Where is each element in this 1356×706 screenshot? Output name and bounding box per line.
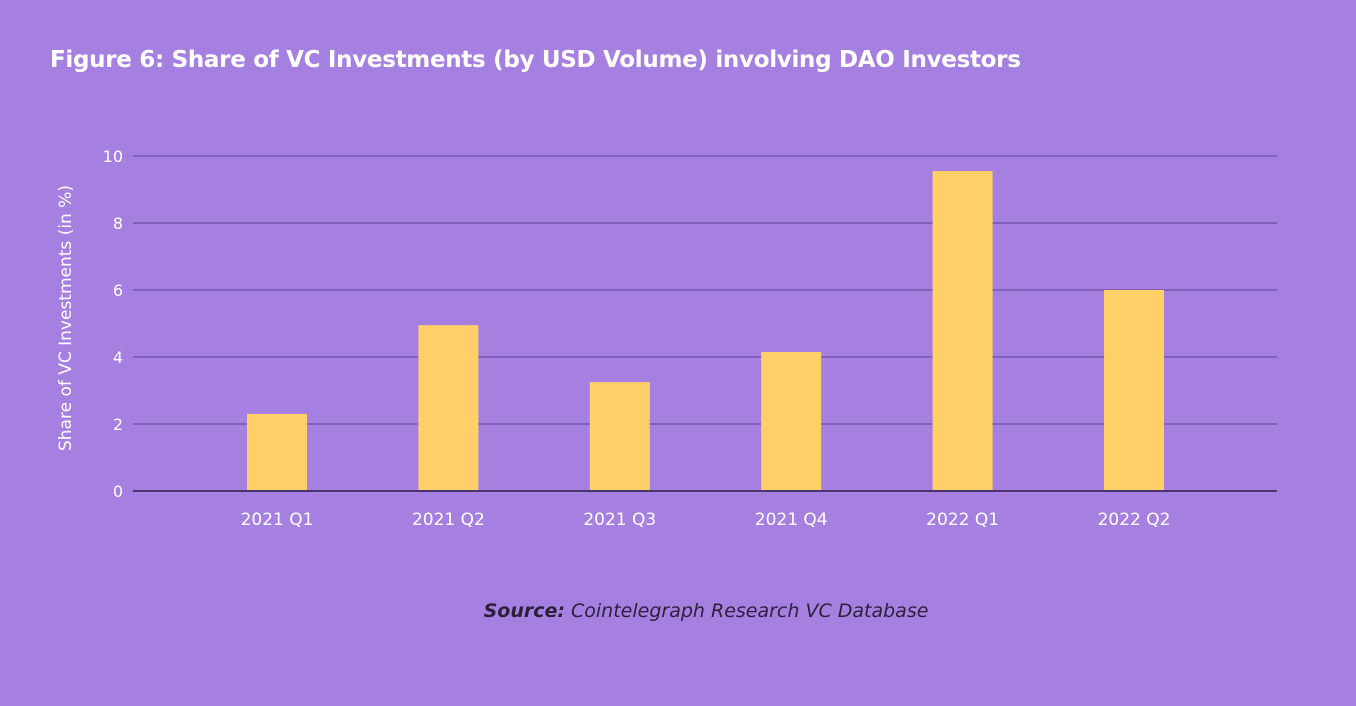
x-tick-label: 2021 Q4: [755, 510, 828, 530]
bar: [589, 382, 650, 491]
x-tick-label: 2021 Q3: [583, 510, 656, 530]
bar: [418, 325, 479, 491]
bar: [1104, 290, 1164, 491]
y-tick-label: 4: [113, 348, 123, 367]
source-label: Source:: [483, 600, 565, 622]
chart-title: Figure 6: Share of VC Investments (by US…: [50, 47, 1021, 73]
x-tick-label: 2021 Q2: [412, 510, 485, 530]
y-tick-label: 8: [113, 214, 123, 233]
x-tick-label: 2021 Q1: [241, 510, 314, 530]
y-axis-label: Share of VC Investments (in %): [56, 185, 76, 451]
bar: [247, 413, 307, 491]
y-tick-label: 6: [113, 281, 123, 300]
bar: [932, 171, 993, 491]
source-note: Source: Cointelegraph Research VC Databa…: [0, 600, 1356, 622]
bar: [761, 351, 822, 491]
y-tick-label: 2: [113, 415, 123, 434]
y-tick-label: 0: [113, 482, 123, 501]
source-text: Cointelegraph Research VC Database: [571, 600, 929, 622]
x-tick-label: 2022 Q1: [926, 510, 999, 530]
x-tick-label: 2022 Q2: [1098, 510, 1171, 530]
y-tick-label: 10: [103, 147, 123, 166]
